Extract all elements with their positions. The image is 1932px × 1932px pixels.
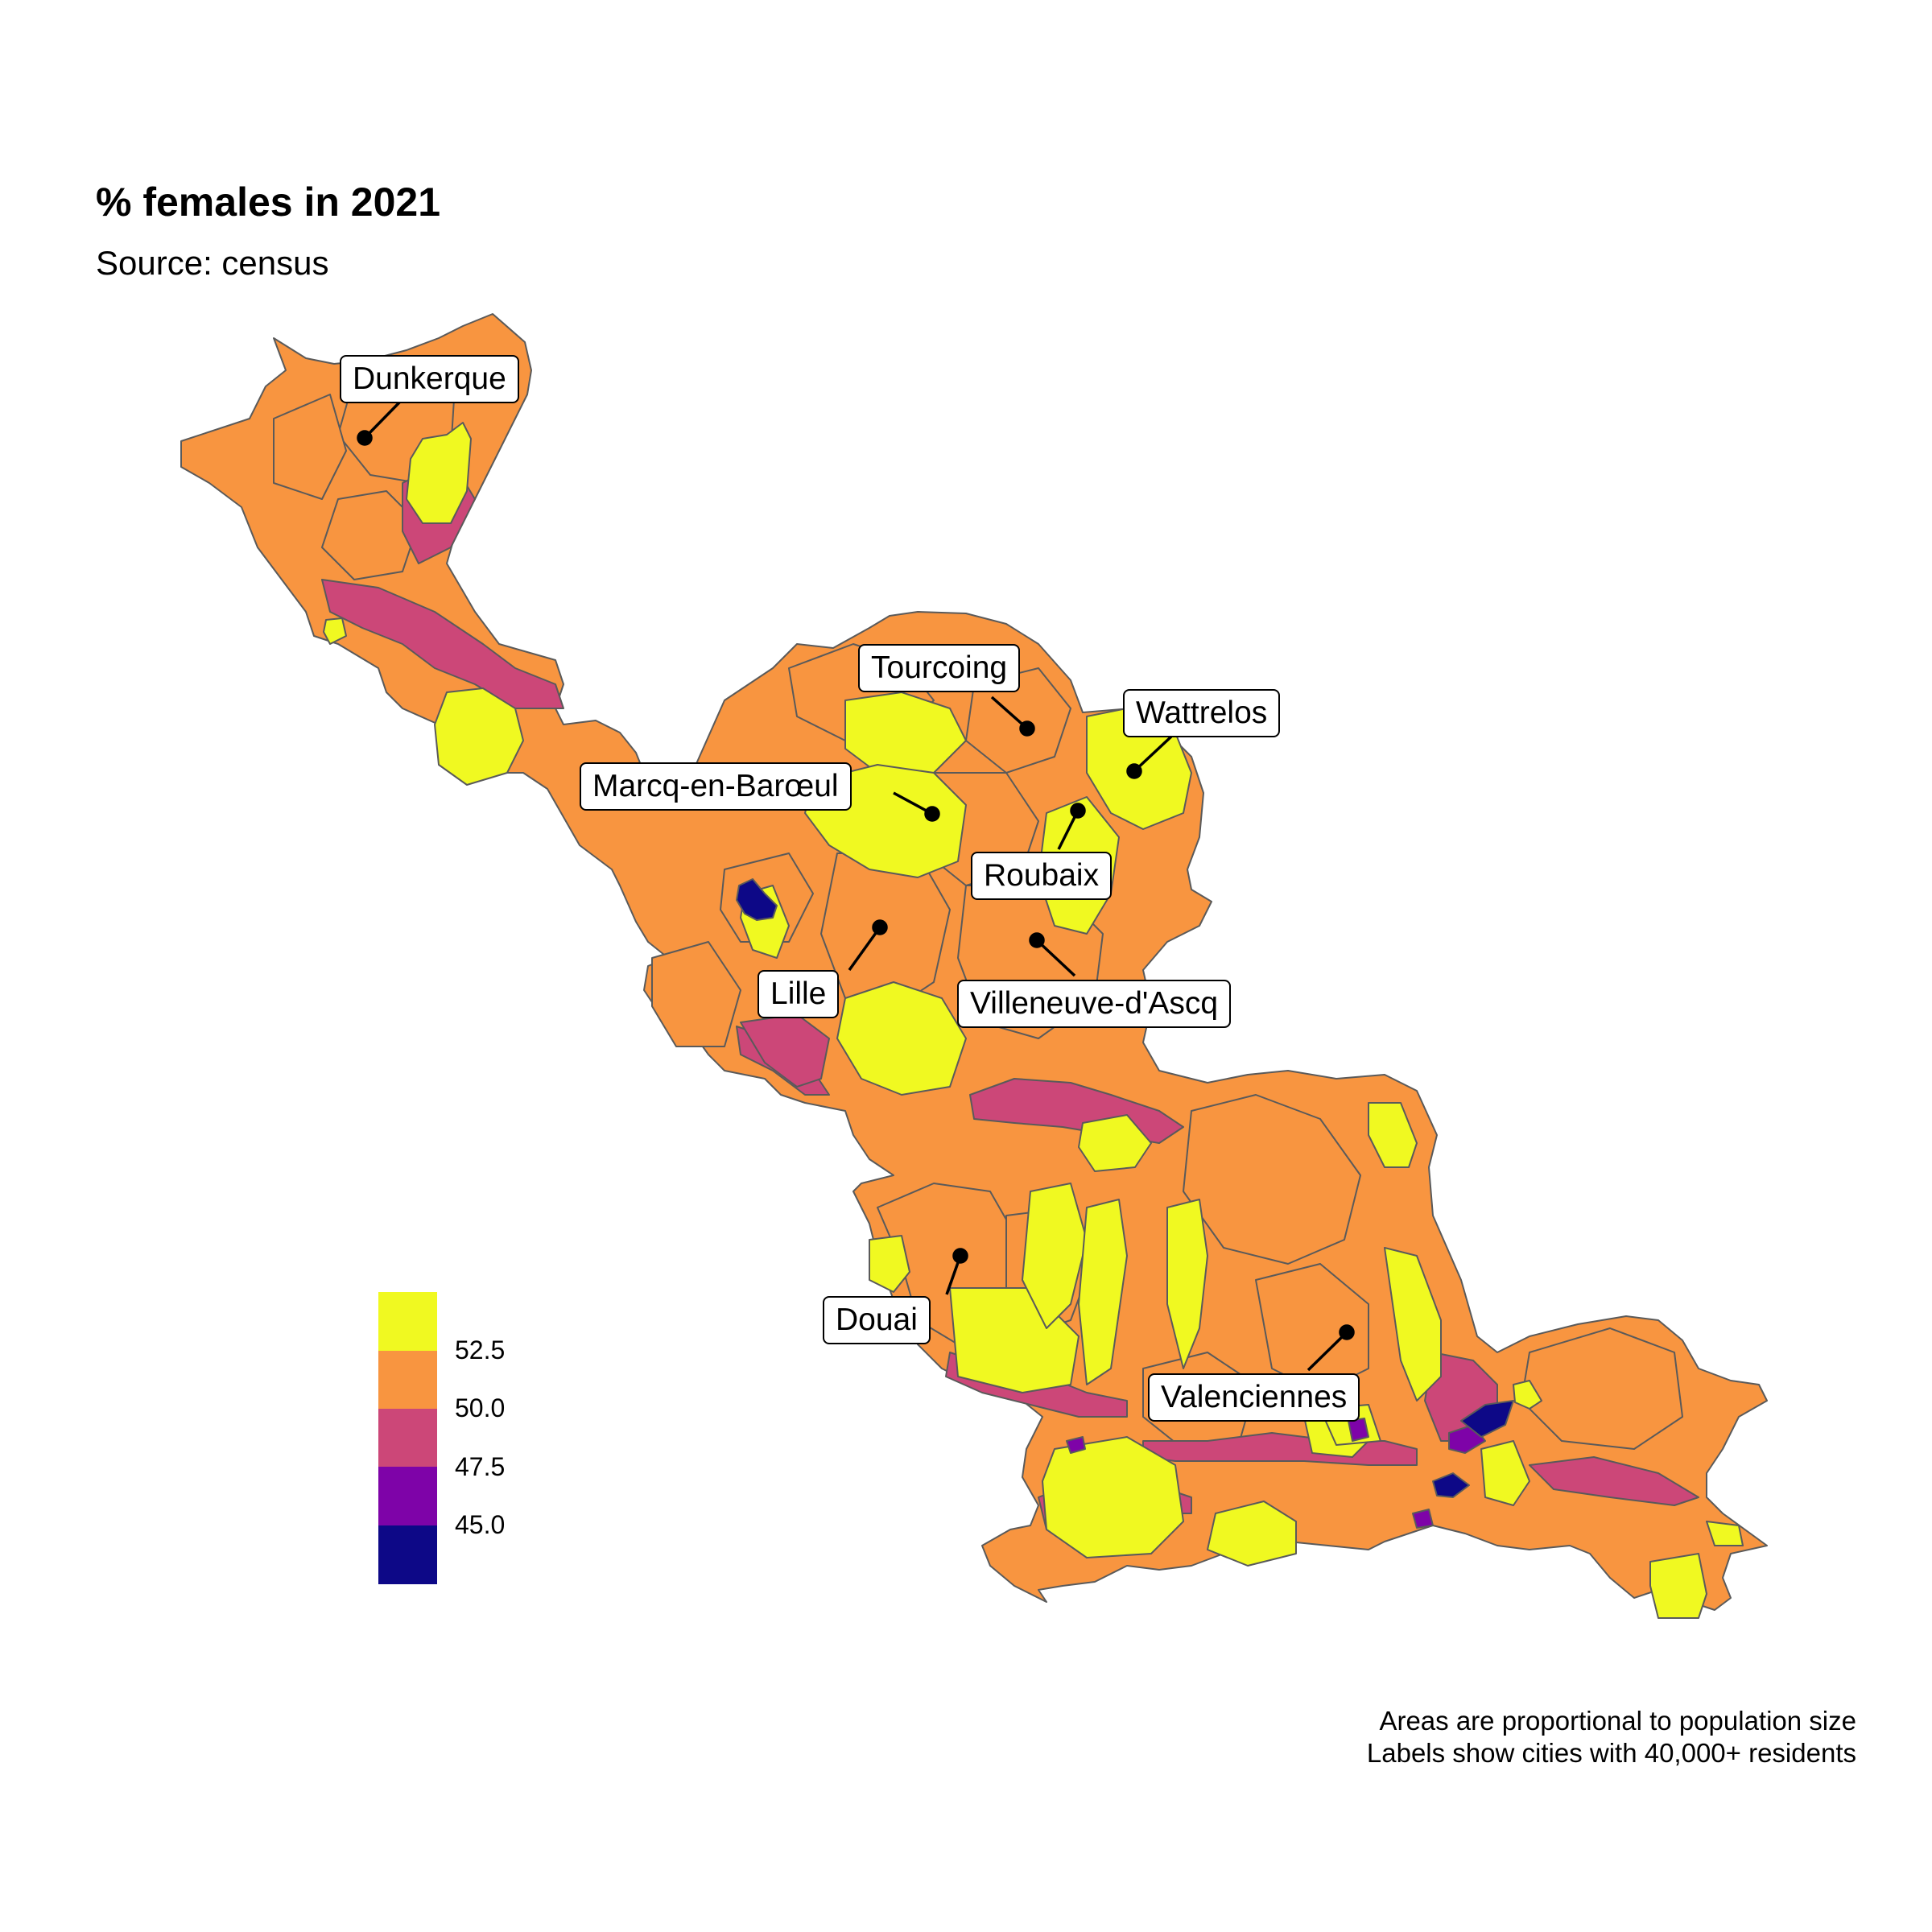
region-high <box>406 422 472 524</box>
city-label-dunkerque: Dunkerque <box>340 355 519 403</box>
city-point <box>1029 932 1045 948</box>
region-high <box>323 617 347 645</box>
region-high <box>1022 1183 1088 1329</box>
legend-swatch <box>378 1351 437 1409</box>
city-point <box>1126 763 1142 779</box>
region-high <box>1042 1436 1184 1558</box>
region-lowest <box>1432 1472 1470 1498</box>
region-low <box>1066 1436 1086 1454</box>
city-label-wattrelos: Wattrelos <box>1123 689 1281 737</box>
caption: Areas are proportional to population siz… <box>1367 1705 1856 1769</box>
city-label-marcq-en-baroeul: Marcq-en-Barœul <box>580 762 852 811</box>
city-point <box>924 806 940 822</box>
region-high <box>1706 1521 1744 1546</box>
legend-label: 45.0 <box>455 1510 506 1539</box>
region-high <box>1384 1247 1442 1402</box>
chart-subtitle: Source: census <box>96 244 329 282</box>
city-label-douai: Douai <box>823 1296 931 1344</box>
region-high <box>1207 1501 1297 1567</box>
city-label-tourcoing: Tourcoing <box>858 644 1021 692</box>
legend-swatch <box>378 1292 437 1351</box>
chart-title: % females in 2021 <box>96 180 441 225</box>
city-point <box>872 919 888 935</box>
region-high <box>1368 1102 1418 1168</box>
region-high <box>1513 1380 1542 1410</box>
region-high <box>844 691 967 774</box>
region-high <box>434 687 524 786</box>
region <box>321 579 564 709</box>
region-high <box>836 981 967 1096</box>
legend-swatch <box>378 1525 437 1584</box>
city-label-roubaix: Roubaix <box>971 852 1113 900</box>
city-point <box>952 1248 968 1264</box>
region-high <box>1649 1553 1707 1619</box>
region-high <box>869 1235 910 1293</box>
region <box>1255 1263 1369 1393</box>
region-high <box>1078 1199 1128 1385</box>
city-point <box>1339 1324 1355 1340</box>
region <box>321 490 419 580</box>
legend-label: 52.5 <box>455 1335 506 1364</box>
region-high <box>1480 1440 1530 1506</box>
legend-swatch <box>378 1409 437 1467</box>
legend-swatch <box>378 1467 437 1525</box>
legend-label: 50.0 <box>455 1393 506 1422</box>
caption-line: Areas are proportional to population siz… <box>1379 1706 1856 1736</box>
region-high <box>1078 1114 1152 1172</box>
region-low <box>1412 1509 1434 1529</box>
region-lowest <box>736 878 778 921</box>
city-point <box>357 430 373 446</box>
city-point <box>1070 803 1086 819</box>
city-pointers <box>357 399 1355 1372</box>
city-label-lille: Lille <box>758 970 840 1018</box>
region <box>651 941 741 1047</box>
city-label-valenciennes: Valenciennes <box>1148 1373 1360 1422</box>
caption-line: Labels show cities with 40,000+ resident… <box>1366 1738 1856 1768</box>
region-low <box>1348 1418 1369 1442</box>
city-label-villeneuve-dascq: Villeneuve-d'Ascq <box>957 980 1232 1028</box>
region <box>273 394 347 500</box>
region <box>1529 1456 1699 1506</box>
region-high <box>1166 1199 1208 1369</box>
region-lowest <box>1460 1400 1514 1438</box>
city-point <box>1019 720 1035 737</box>
legend-label: 47.5 <box>455 1452 506 1481</box>
